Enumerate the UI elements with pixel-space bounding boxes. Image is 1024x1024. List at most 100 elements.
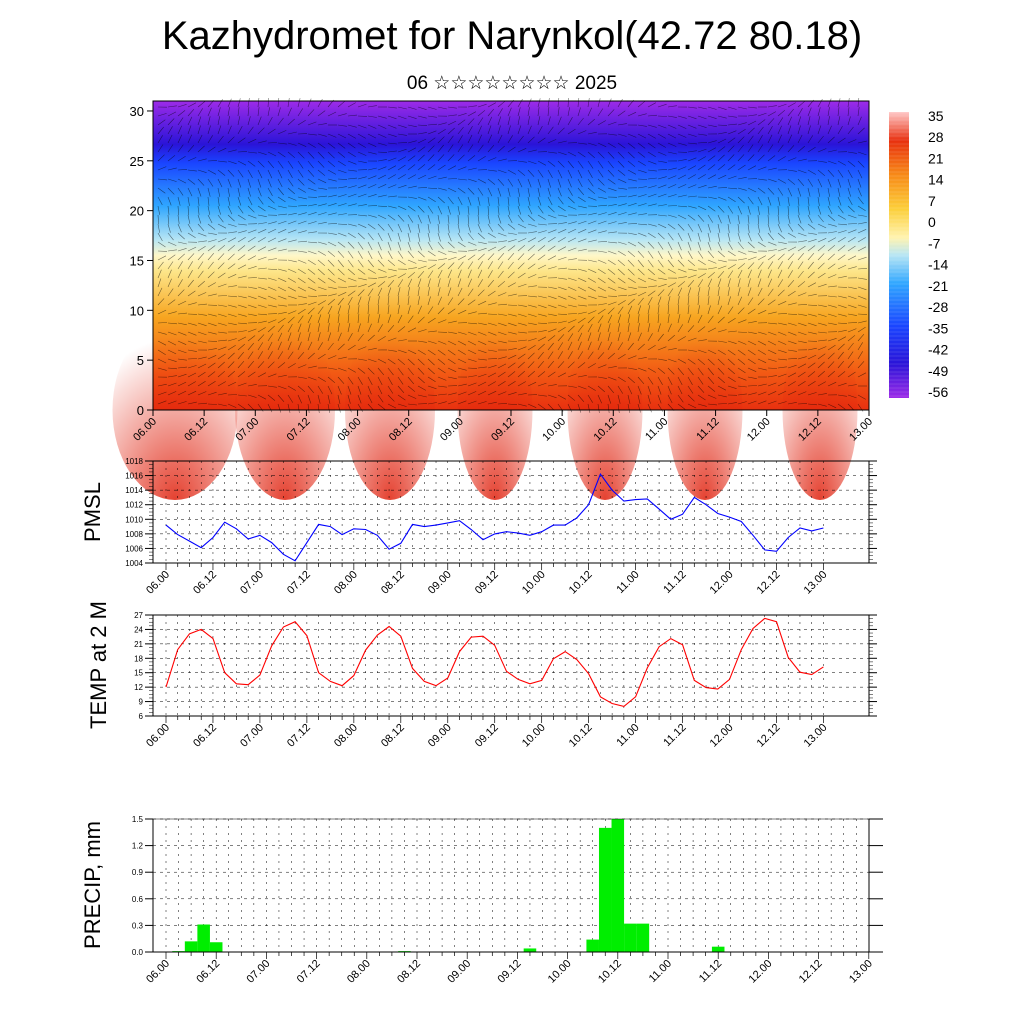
wind-barb <box>237 371 246 378</box>
wind-barb <box>307 151 315 159</box>
wind-barb <box>767 205 770 215</box>
wind-barb <box>547 187 551 197</box>
wind-barb <box>687 403 697 409</box>
wind-barb <box>597 259 607 264</box>
wind-barb <box>587 363 596 369</box>
wind-barb <box>507 135 513 144</box>
wind-barb <box>837 351 844 360</box>
wind-barb <box>257 237 266 243</box>
wind-barb <box>327 314 331 324</box>
wind-barb <box>677 287 683 297</box>
wind-barb <box>437 214 440 224</box>
wind-barb <box>357 385 362 395</box>
wind-barb <box>547 313 557 316</box>
wind-barb <box>737 331 748 333</box>
wind-barb <box>187 116 193 126</box>
wind-barb <box>757 154 765 162</box>
y-tick-label: 27 <box>134 611 143 620</box>
wind-barb <box>787 157 797 162</box>
wind-barb <box>417 340 427 343</box>
wind-barb <box>587 394 593 403</box>
wind-barb <box>457 358 467 364</box>
wind-barb <box>407 327 417 333</box>
wind-barb <box>637 142 646 149</box>
wind-barb <box>297 352 305 360</box>
wind-barb <box>617 394 621 404</box>
x-tick-label: 10.00 <box>546 958 574 986</box>
wind-barb <box>517 148 527 153</box>
wind-barb <box>637 343 645 351</box>
wind-barb <box>717 250 725 258</box>
wind-barb <box>637 101 646 108</box>
wind-barb <box>657 151 667 156</box>
wind-barb <box>717 340 727 343</box>
wind-barb <box>427 137 436 144</box>
wind-barb <box>597 120 606 126</box>
wind-barb <box>827 223 837 227</box>
wind-barb <box>727 145 735 153</box>
x-tick-label: 10.12 <box>567 569 595 597</box>
wind-barb <box>177 300 187 306</box>
wind-barb <box>477 253 485 261</box>
wind-barb <box>767 375 777 378</box>
wind-barb <box>577 142 587 145</box>
wind-barb <box>577 151 586 158</box>
wind-barb <box>817 272 826 279</box>
wind-barb <box>237 125 243 135</box>
wind-barb <box>257 169 263 179</box>
wind-barb <box>217 283 227 288</box>
wind-barb <box>327 111 337 117</box>
wind-barb <box>797 331 807 336</box>
wind-barb <box>277 332 283 342</box>
wind-barb <box>207 125 211 135</box>
wind-barb <box>597 315 604 324</box>
wind-barb <box>437 340 447 345</box>
wind-barb <box>757 331 767 335</box>
wind-barb <box>567 333 574 342</box>
x-tick-label: 07.00 <box>238 569 266 597</box>
wind-barb <box>167 311 177 315</box>
wind-barb <box>667 376 673 386</box>
wind-barb <box>437 154 445 162</box>
wind-barb <box>577 332 583 342</box>
wind-barb <box>407 315 414 324</box>
wind-barb <box>717 259 727 263</box>
wind-barb <box>567 205 577 210</box>
wind-barb <box>847 139 857 144</box>
wind-barb <box>527 244 535 252</box>
wind-barb <box>397 326 406 333</box>
wind-barb <box>237 264 247 270</box>
wind-barb <box>477 349 487 354</box>
wind-barb <box>177 187 184 196</box>
wind-barb <box>297 308 306 315</box>
wind-barb <box>577 268 587 272</box>
wind-barb <box>697 232 701 242</box>
wind-barb <box>257 107 260 117</box>
wind-barb <box>857 277 867 280</box>
wind-barb <box>237 160 247 166</box>
wind-barb <box>527 304 537 308</box>
wind-barb <box>357 193 367 198</box>
wind-barb <box>397 174 406 180</box>
wind-barb <box>217 160 227 163</box>
wind-barb <box>537 351 544 360</box>
wind-barb <box>477 300 487 306</box>
wind-barb <box>547 266 557 270</box>
wind-barb <box>727 250 736 257</box>
x-tick-label: 09.00 <box>426 722 454 750</box>
wind-barb <box>687 295 690 306</box>
wind-barb <box>217 262 225 270</box>
wind-barb <box>737 358 746 365</box>
wind-barb <box>537 343 545 351</box>
wind-barb <box>637 291 647 297</box>
wind-barb <box>227 149 237 153</box>
wind-barb <box>657 232 665 240</box>
wind-barb <box>657 385 662 395</box>
wind-barb <box>627 385 633 395</box>
wind-barb <box>677 367 685 376</box>
wind-barb <box>277 374 287 378</box>
wind-barb <box>517 370 525 378</box>
wind-barb <box>857 214 867 217</box>
wind-barb <box>587 169 593 178</box>
wind-barb <box>367 259 374 268</box>
